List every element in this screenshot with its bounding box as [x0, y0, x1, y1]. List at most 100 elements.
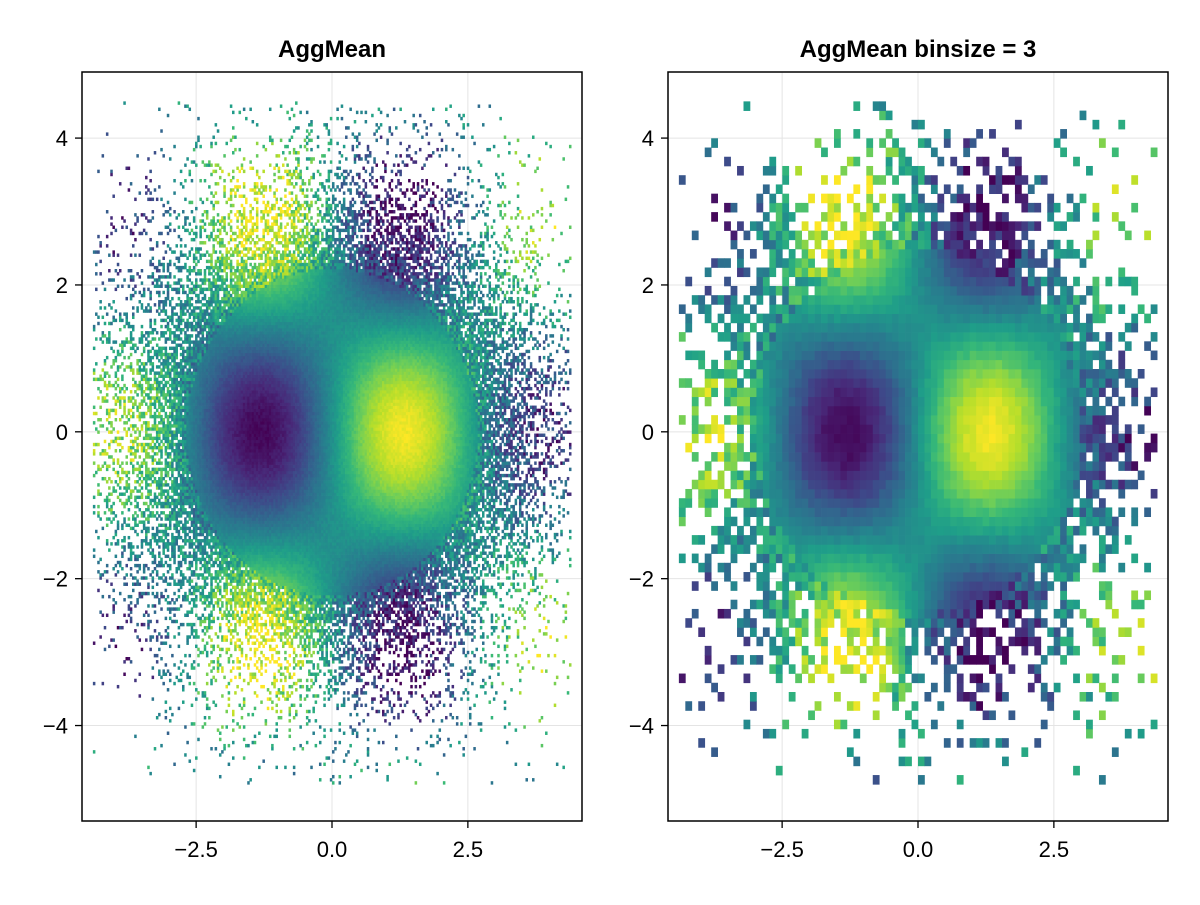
heatmap-cell [208, 555, 211, 558]
heatmap-cell [217, 359, 220, 362]
heatmap-cell [208, 269, 211, 272]
heatmap-cell [134, 468, 137, 471]
heatmap-cell [141, 545, 144, 548]
heatmap-cell [165, 468, 168, 471]
heatmap-cell [204, 303, 207, 306]
heatmap-cell [206, 359, 209, 362]
heatmap-cell [228, 691, 231, 694]
heatmap-cell [221, 241, 224, 244]
heatmap-cell [212, 514, 215, 517]
heatmap-cell [212, 471, 215, 474]
heatmap-cell [149, 396, 152, 399]
heatmap-cell [160, 489, 163, 492]
heatmap-cell [202, 725, 205, 728]
heatmap-cell [208, 306, 211, 309]
heatmap-cell [178, 430, 181, 433]
heatmap-cell [239, 536, 242, 539]
heatmap-cell [204, 617, 207, 620]
heatmap-cell [121, 511, 124, 514]
heatmap-cell [195, 356, 198, 359]
heatmap-cell [145, 508, 148, 511]
heatmap-cell [206, 424, 209, 427]
heatmap-cell [208, 539, 211, 542]
heatmap-cell [202, 555, 205, 558]
heatmap-cell [171, 306, 174, 309]
heatmap-cell [158, 480, 161, 483]
heatmap-cell [208, 443, 211, 446]
heatmap-cell [221, 551, 224, 554]
heatmap-cell [223, 586, 226, 589]
heatmap-cell [143, 334, 146, 337]
heatmap-cell [167, 517, 170, 520]
heatmap-cell [139, 402, 142, 405]
heatmap-cell [199, 198, 202, 201]
heatmap-cell [186, 598, 189, 601]
heatmap-cell [208, 524, 211, 527]
heatmap-cell [139, 555, 142, 558]
heatmap-cell [173, 524, 176, 527]
heatmap-cell [173, 607, 176, 610]
heatmap-cell [197, 269, 200, 272]
heatmap-cell [158, 536, 161, 539]
heatmap-cell [195, 545, 198, 548]
heatmap-cell [102, 452, 105, 455]
heatmap-cell [158, 421, 161, 424]
heatmap-cell [236, 576, 239, 579]
heatmap-cell [180, 353, 183, 356]
heatmap-cell [193, 471, 196, 474]
heatmap-cell [134, 629, 137, 632]
heatmap-cell [221, 399, 224, 402]
heatmap-cell [212, 607, 215, 610]
heatmap-cell [197, 285, 200, 288]
heatmap-cell [215, 551, 218, 554]
heatmap-cell [225, 142, 228, 145]
heatmap-cell [215, 483, 218, 486]
heatmap-cell [210, 492, 213, 495]
heatmap-cell [199, 508, 202, 511]
heatmap-cell [236, 437, 239, 440]
heatmap-cell [189, 458, 192, 461]
heatmap-cell [223, 434, 226, 437]
heatmap-cell [236, 269, 239, 272]
heatmap-cell [184, 303, 187, 306]
heatmap-cell [93, 496, 96, 499]
heatmap-cell [156, 266, 159, 269]
heatmap-cell [217, 492, 220, 495]
heatmap-cell [234, 334, 237, 337]
heatmap-cell [234, 325, 237, 328]
heatmap-cell [182, 688, 185, 691]
heatmap-cell [184, 412, 187, 415]
heatmap-cell [236, 685, 239, 688]
heatmap-cell [236, 387, 239, 390]
heatmap-cell [123, 312, 126, 315]
heatmap-cell [143, 229, 146, 232]
heatmap-cell [236, 620, 239, 623]
heatmap-cell [232, 319, 235, 322]
heatmap-cell [215, 496, 218, 499]
heatmap-cell [221, 614, 224, 617]
heatmap-cell [130, 331, 133, 334]
heatmap-cell [210, 461, 213, 464]
heatmap-cell [219, 455, 222, 458]
heatmap-cell [189, 356, 192, 359]
heatmap-cell [193, 353, 196, 356]
heatmap-cell [225, 551, 228, 554]
heatmap-cell [208, 285, 211, 288]
heatmap-cell [169, 207, 172, 210]
heatmap-cell [217, 530, 220, 533]
heatmap-cell [230, 641, 233, 644]
heatmap-cell [210, 344, 213, 347]
heatmap-cell [236, 359, 239, 362]
heatmap-cell [230, 375, 233, 378]
heatmap-cell [182, 347, 185, 350]
heatmap-cell [239, 502, 242, 505]
heatmap-cell [180, 253, 183, 256]
heatmap-cell [202, 415, 205, 418]
heatmap-cell [158, 291, 161, 294]
heatmap-cell [160, 129, 163, 132]
heatmap-cell [173, 229, 176, 232]
heatmap-cell [158, 375, 161, 378]
heatmap-cell [228, 424, 231, 427]
heatmap-cell [182, 415, 185, 418]
heatmap-cell [125, 319, 128, 322]
